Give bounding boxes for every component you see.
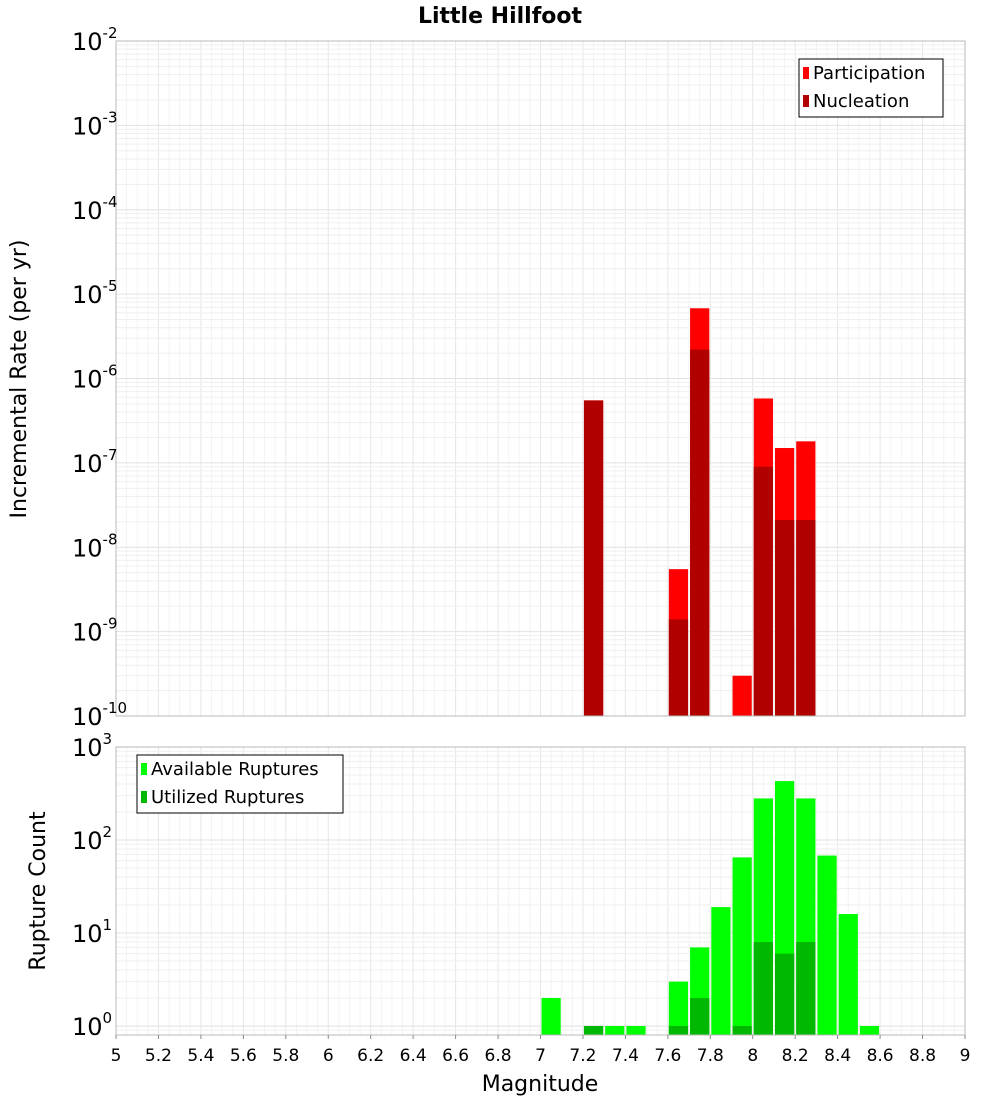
x-tick-label: 6.8 <box>485 1046 512 1066</box>
x-tick-label: 6 <box>323 1046 334 1066</box>
legend-entry: Participation <box>813 63 925 84</box>
legend-box-bottom <box>136 754 344 814</box>
bar-bottom-series1 <box>753 942 773 1035</box>
legend-swatch <box>803 67 809 79</box>
x-tick-label: 7.8 <box>697 1046 724 1066</box>
y-tick-label: 10-9 <box>72 615 118 647</box>
x-tick-label: 7.6 <box>654 1046 681 1066</box>
bar-bottom-series1 <box>774 953 795 1035</box>
y-tick-label: 10-6 <box>72 362 118 394</box>
bar-top-series1 <box>796 520 816 716</box>
bar-bottom-series0 <box>859 1025 880 1035</box>
bar-bottom-series0 <box>711 907 731 1035</box>
legend-entry: Available Ruptures <box>151 759 319 780</box>
bar-top-series1 <box>690 349 710 716</box>
plot-frame-top <box>115 40 966 717</box>
y-tick-label: 101 <box>72 916 112 948</box>
x-tick-label: 8.6 <box>867 1046 894 1066</box>
bar-top-series0 <box>732 675 752 716</box>
bar-bottom-series0 <box>732 857 752 1035</box>
x-tick-label: 6.4 <box>400 1046 427 1066</box>
legend-entry: Nucleation <box>813 91 909 112</box>
y-tick-label: 10-7 <box>72 446 118 478</box>
bar-bottom-series1 <box>732 1025 752 1035</box>
chart-title: Little Hillfoot <box>418 4 583 29</box>
bar-bottom-series0 <box>605 1025 625 1035</box>
x-tick-label: 6.2 <box>357 1046 384 1066</box>
legend-swatch <box>141 763 147 775</box>
x-tick-label: 6.6 <box>442 1046 469 1066</box>
x-tick-label: 8 <box>747 1046 758 1066</box>
bar-bottom-series0 <box>626 1025 646 1035</box>
bar-top-series1 <box>668 619 689 716</box>
bar-bottom-series1 <box>668 1025 689 1035</box>
x-tick-label: 8.4 <box>824 1046 851 1066</box>
y-tick-label: 10-4 <box>72 193 118 225</box>
x-axis-label: Magnitude <box>482 1072 599 1097</box>
bar-bottom-series1 <box>690 997 710 1035</box>
x-tick-label: 5 <box>111 1046 122 1066</box>
bar-bottom-series0 <box>838 914 858 1035</box>
y-tick-label: 102 <box>72 823 112 855</box>
y-tick-label: 10-3 <box>72 108 118 140</box>
top-y-axis-label: Incremental Rate (per yr) <box>7 240 32 519</box>
y-tick-label: 103 <box>72 730 112 762</box>
x-tick-label: 5.2 <box>145 1046 172 1066</box>
x-tick-label: 8.8 <box>909 1046 936 1066</box>
bar-bottom-series1 <box>583 1025 604 1035</box>
x-tick-label: 7 <box>535 1046 546 1066</box>
x-tick-label: 8.2 <box>782 1046 809 1066</box>
bar-top-series1 <box>583 400 604 716</box>
bar-top-series1 <box>753 466 773 716</box>
y-tick-label: 10-8 <box>72 530 118 562</box>
x-tick-label: 7.4 <box>612 1046 639 1066</box>
bar-bottom-series0 <box>541 997 561 1035</box>
x-tick-label: 5.8 <box>272 1046 299 1066</box>
legend-swatch <box>141 791 147 803</box>
bar-bottom-series0 <box>817 855 837 1035</box>
bottom-y-axis-label: Rupture Count <box>26 811 51 971</box>
y-tick-label: 10-10 <box>72 699 127 731</box>
bar-bottom-series0 <box>668 981 689 1035</box>
legend-box-top <box>798 58 944 118</box>
y-tick-label: 10-2 <box>72 24 118 56</box>
y-tick-label: 100 <box>72 1009 112 1041</box>
x-tick-label: 5.6 <box>230 1046 257 1066</box>
bar-top-series1 <box>774 520 795 716</box>
y-tick-label: 10-5 <box>72 277 118 309</box>
legend-entry: Utilized Ruptures <box>151 787 304 808</box>
x-tick-label: 9 <box>960 1046 971 1066</box>
legend-swatch <box>803 95 809 107</box>
x-tick-label: 7.2 <box>569 1046 596 1066</box>
bar-bottom-series1 <box>796 942 816 1035</box>
x-tick-label: 5.4 <box>187 1046 214 1066</box>
